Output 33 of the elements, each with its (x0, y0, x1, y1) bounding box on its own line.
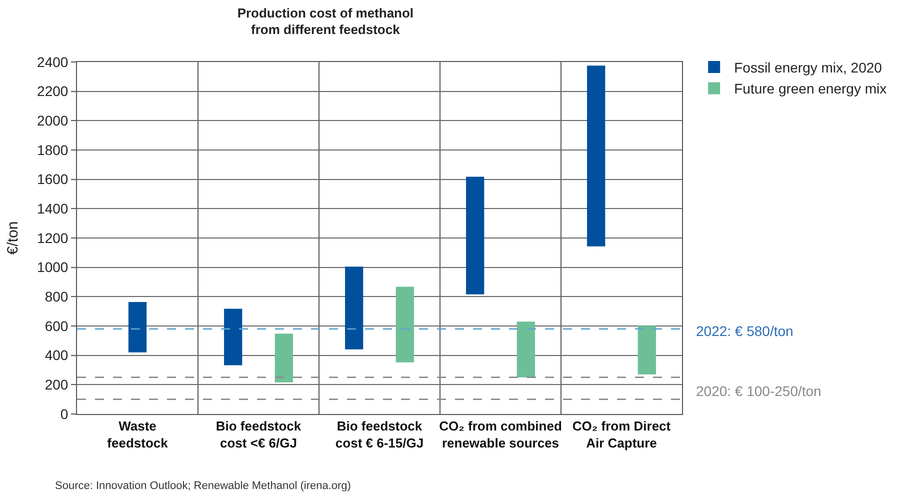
y-tick-label: 1200 (37, 230, 68, 246)
y-tick-label: 200 (44, 376, 68, 393)
x-tick-label: Bio feedstock cost <€ 6/GJ (216, 418, 302, 450)
ref-line-label: 2020: € 100-250/ton (696, 383, 822, 399)
ref-line-label: 2022: € 580/ton (696, 323, 794, 339)
source-note: Source: Innovation Outlook; Renewable Methanol (irena.org) (55, 480, 351, 492)
y-tick-label: 1000 (37, 259, 68, 276)
x-tick-label: CO₂ from Direct Air Capture (572, 418, 672, 450)
bar (274, 334, 293, 382)
y-tick-label: 1600 (37, 171, 68, 188)
y-tick-label: 1400 (37, 200, 68, 217)
x-tick-label: Waste feedstock (107, 418, 169, 450)
y-tick-label: 2400 (37, 54, 68, 70)
y-tick-label: 600 (44, 318, 68, 334)
bar (638, 326, 656, 374)
y-axis-title: €/ton (4, 221, 22, 255)
y-tick-label: 2200 (37, 83, 68, 100)
y-tick-label: 2000 (37, 112, 68, 129)
legend-label: Future green energy mix (734, 80, 887, 97)
bar (466, 176, 484, 294)
bar (396, 286, 414, 362)
chart-title: Production cost of methanol from different feedstock (237, 5, 414, 38)
bar (345, 266, 364, 350)
x-tick-label: CO₂ from combined renewable sources (439, 418, 562, 450)
legend-label: Fossil energy mix, 2020 (734, 60, 882, 76)
y-tick-label: 400 (44, 347, 68, 364)
y-tick-label: 0 (60, 406, 68, 422)
bar (224, 308, 242, 366)
bar (516, 322, 535, 378)
y-tick-label: 800 (44, 288, 68, 305)
x-tick-label: Bio feedstock cost € 6-15/GJ (335, 418, 424, 450)
y-tick-label: 1800 (37, 142, 68, 158)
bar (587, 66, 606, 246)
